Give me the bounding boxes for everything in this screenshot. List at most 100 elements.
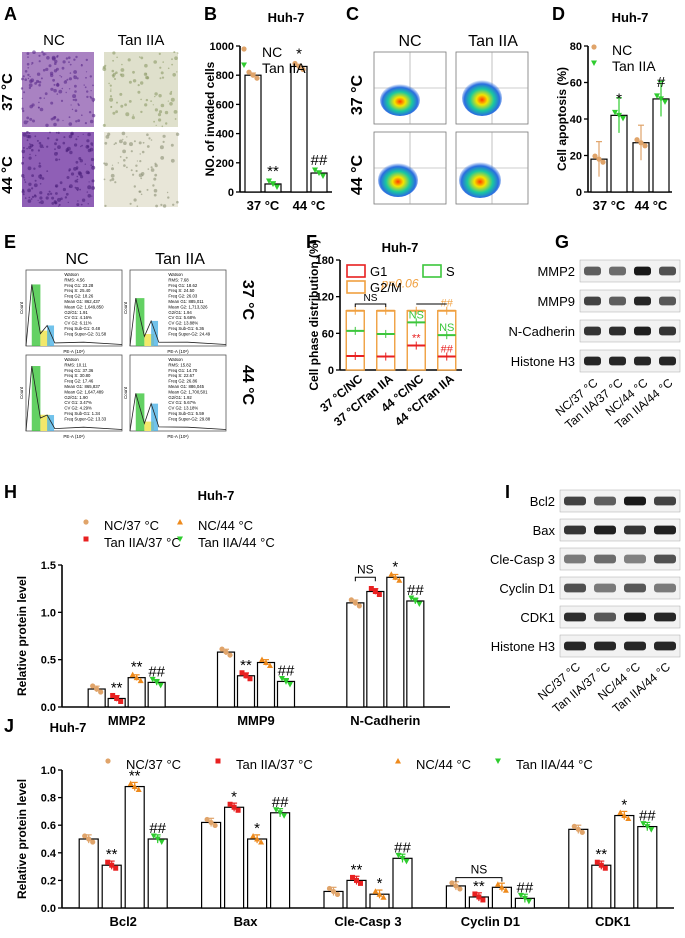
histogram-stat: RMS: 4.56	[64, 277, 85, 282]
panel-c-row-44: 44 °C	[349, 154, 366, 195]
histogram-stat: Freq S: 24.50	[168, 288, 195, 293]
data-point	[658, 96, 664, 102]
cell-dot	[38, 141, 42, 145]
cell-dot	[165, 122, 168, 125]
cell-dot	[27, 67, 30, 69]
histogram-stat: CV G1: 5.67%	[168, 400, 196, 405]
g2-peak	[47, 325, 55, 346]
cell-dot	[34, 194, 37, 198]
cell-dot	[68, 77, 72, 81]
cell-dot	[152, 184, 155, 187]
cell-dot	[75, 120, 78, 123]
cell-dot	[145, 98, 149, 102]
blot-band	[584, 356, 601, 366]
cell-dot	[137, 84, 140, 87]
cell-dot	[44, 92, 48, 96]
significance-mark: #	[657, 74, 666, 91]
cell-dot	[31, 195, 35, 199]
cell-dot	[74, 84, 77, 88]
cell-dot	[27, 77, 30, 80]
cell-dot	[62, 119, 64, 122]
cell-dot	[133, 198, 137, 202]
cell-dot	[31, 61, 34, 65]
cell-dot	[162, 134, 166, 138]
data-point	[472, 891, 478, 897]
data-point	[158, 839, 165, 845]
data-point	[625, 815, 632, 822]
legend-label: NC/37 °C	[126, 757, 181, 772]
data-point	[239, 670, 245, 676]
histogram-stat: Mean G2: 1,700,501	[168, 389, 208, 394]
cell-dot	[26, 116, 30, 120]
chart-j: J Huh-7 0.0 0.2 0.4 0.6 0.8 1.0 Relative protein…	[4, 716, 674, 929]
cell-dot	[55, 138, 59, 142]
blot-band	[654, 525, 676, 535]
cell-dot	[92, 100, 95, 103]
histogram-y-label: Count	[123, 386, 128, 399]
cell-dot	[73, 75, 75, 77]
cell-dot	[154, 173, 158, 177]
cell-dot	[88, 111, 92, 114]
cell-dot	[80, 145, 82, 148]
legend-swatch	[422, 264, 442, 278]
cell-dot	[162, 61, 164, 63]
significance-mark: ##	[148, 663, 165, 680]
cell-dot	[24, 197, 27, 199]
histogram-stat: Freq G2: 26.86	[168, 379, 198, 384]
cell-dot	[167, 100, 169, 102]
micrograph-cell-speckles	[20, 50, 180, 208]
cell-dot	[107, 132, 111, 136]
histogram-x-label: PE-A (10⁶)	[167, 434, 189, 439]
cell-dot	[28, 196, 31, 199]
data-point	[571, 823, 577, 829]
histogram-y-label: Count	[19, 301, 24, 314]
significance-mark: *	[377, 875, 383, 892]
data-point	[376, 592, 382, 598]
cell-dot	[69, 63, 72, 66]
bar	[147, 681, 166, 708]
ns-label: NS	[364, 293, 378, 304]
x-tick-label: Bcl2	[109, 914, 136, 929]
cell-dot	[153, 188, 158, 193]
blot-band	[624, 496, 646, 506]
cell-dot	[68, 168, 72, 171]
s-phase-fill	[144, 421, 154, 431]
histogram-stat: Freq G1: 23.28	[64, 283, 94, 288]
data-point	[266, 178, 272, 184]
cell-dot	[68, 134, 73, 139]
cell-dot	[67, 201, 70, 204]
blot-band-label: MMP2	[537, 264, 575, 279]
y-axis-label: Relative protein level	[15, 779, 29, 899]
significance-mark: ##	[394, 839, 411, 856]
cell-dot	[54, 142, 57, 146]
cell-dot	[68, 186, 71, 188]
cell-dot	[162, 204, 167, 208]
cell-dot	[160, 103, 165, 108]
cell-dot	[81, 198, 86, 202]
y-tick-label: 600	[216, 99, 234, 111]
cell-dot	[68, 116, 71, 119]
data-point	[596, 156, 602, 162]
cell-dot	[172, 203, 175, 206]
cell-dot	[51, 196, 55, 200]
data-point	[223, 649, 229, 655]
data-point	[114, 695, 120, 701]
data-point	[480, 897, 486, 903]
blot-band-label: CDK1	[520, 610, 555, 625]
cell-dot	[34, 82, 37, 85]
cell-dot	[22, 156, 25, 159]
significance-mark: **	[131, 659, 143, 676]
significance-mark: **	[351, 861, 363, 878]
cell-dot	[109, 84, 112, 87]
cell-dot	[109, 90, 112, 92]
significance-mark: ##	[278, 662, 295, 679]
cell-dot	[85, 58, 89, 62]
cell-dot	[87, 132, 91, 137]
panel-e-col-nc: NC	[65, 251, 88, 268]
cell-dot	[173, 110, 178, 114]
data-point	[149, 676, 156, 683]
histogram-stat: Mean G1: 865,837	[64, 384, 100, 389]
data-point	[312, 167, 318, 174]
